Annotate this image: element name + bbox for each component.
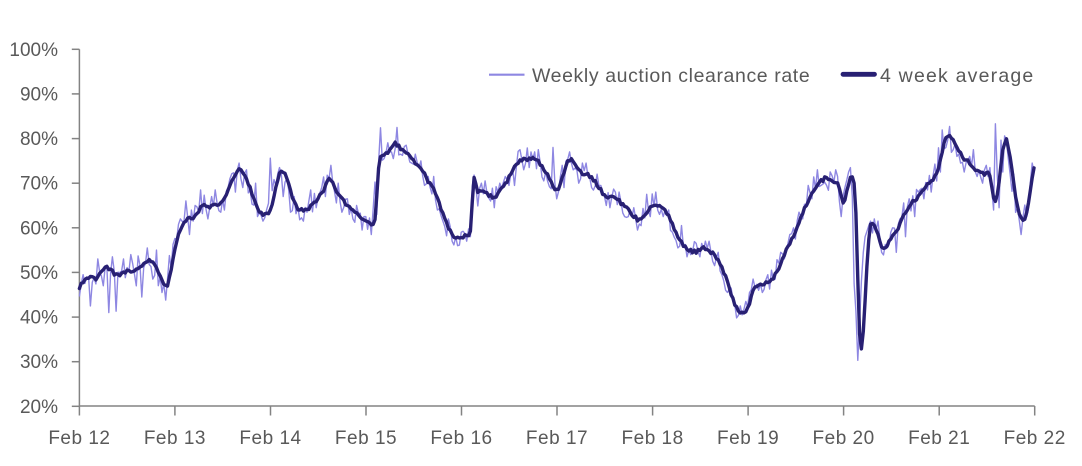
svg-text:60%: 60% — [20, 218, 58, 239]
svg-text:80%: 80% — [20, 129, 58, 150]
svg-text:20%: 20% — [20, 397, 58, 418]
svg-text:Feb 12: Feb 12 — [48, 428, 110, 449]
svg-text:Feb 21: Feb 21 — [908, 428, 970, 449]
svg-text:Weekly auction clearance rate: Weekly auction clearance rate — [532, 65, 810, 87]
svg-text:4 week average: 4 week average — [880, 65, 1034, 87]
svg-text:90%: 90% — [20, 84, 58, 105]
svg-text:40%: 40% — [20, 308, 58, 329]
svg-text:Feb 13: Feb 13 — [144, 428, 206, 449]
svg-text:70%: 70% — [20, 174, 58, 195]
svg-text:Feb 19: Feb 19 — [717, 428, 779, 449]
svg-text:Feb 20: Feb 20 — [813, 428, 875, 449]
svg-text:Feb 15: Feb 15 — [335, 428, 397, 449]
svg-text:Feb 22: Feb 22 — [1004, 428, 1066, 449]
svg-text:Feb 17: Feb 17 — [526, 428, 588, 449]
svg-text:Feb 18: Feb 18 — [622, 428, 684, 449]
svg-text:30%: 30% — [20, 352, 58, 373]
svg-text:100%: 100% — [9, 40, 58, 61]
svg-text:Feb 14: Feb 14 — [239, 428, 301, 449]
svg-text:50%: 50% — [20, 263, 58, 284]
svg-text:Feb 16: Feb 16 — [430, 428, 492, 449]
